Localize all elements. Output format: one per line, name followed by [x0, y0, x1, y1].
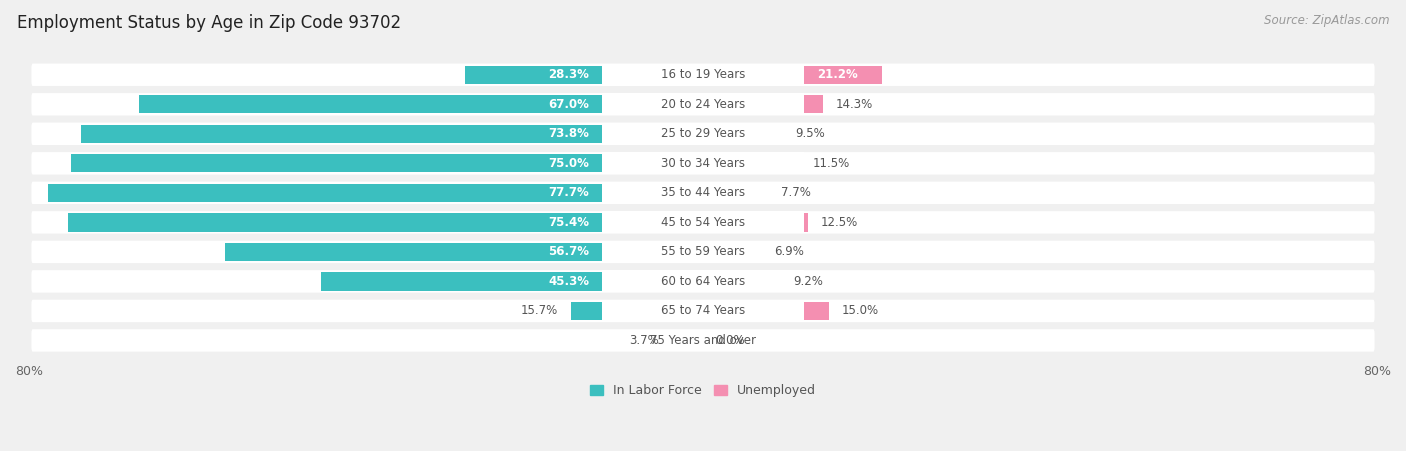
Text: 21.2%: 21.2%: [817, 68, 858, 81]
Bar: [72, 154, 703, 172]
Bar: [602, 212, 804, 233]
Bar: [602, 64, 804, 86]
Bar: [602, 182, 804, 204]
Text: 45 to 54 Years: 45 to 54 Years: [661, 216, 745, 229]
FancyBboxPatch shape: [31, 211, 1375, 234]
FancyBboxPatch shape: [31, 329, 1375, 352]
Bar: [602, 300, 804, 322]
Text: 56.7%: 56.7%: [548, 245, 589, 258]
Text: 45.3%: 45.3%: [548, 275, 589, 288]
Bar: [571, 302, 703, 320]
Legend: In Labor Force, Unemployed: In Labor Force, Unemployed: [585, 379, 821, 402]
Text: 28.3%: 28.3%: [548, 68, 589, 81]
FancyBboxPatch shape: [31, 300, 1375, 322]
Bar: [703, 302, 830, 320]
Text: 11.5%: 11.5%: [813, 157, 849, 170]
FancyBboxPatch shape: [31, 270, 1375, 293]
Bar: [703, 213, 808, 231]
Text: Employment Status by Age in Zip Code 93702: Employment Status by Age in Zip Code 937…: [17, 14, 401, 32]
Bar: [602, 271, 804, 292]
Bar: [602, 241, 804, 263]
FancyBboxPatch shape: [31, 182, 1375, 204]
Text: 73.8%: 73.8%: [548, 127, 589, 140]
Bar: [602, 330, 804, 351]
Bar: [703, 272, 780, 290]
Text: 67.0%: 67.0%: [548, 98, 589, 111]
Text: Source: ZipAtlas.com: Source: ZipAtlas.com: [1264, 14, 1389, 27]
Text: 16 to 19 Years: 16 to 19 Years: [661, 68, 745, 81]
Text: 15.0%: 15.0%: [842, 304, 879, 318]
Text: 12.5%: 12.5%: [821, 216, 858, 229]
FancyBboxPatch shape: [31, 64, 1375, 86]
Bar: [703, 66, 882, 84]
Bar: [703, 124, 783, 143]
FancyBboxPatch shape: [31, 241, 1375, 263]
Bar: [703, 154, 800, 172]
FancyBboxPatch shape: [31, 152, 1375, 175]
Text: 14.3%: 14.3%: [837, 98, 873, 111]
Text: 35 to 44 Years: 35 to 44 Years: [661, 186, 745, 199]
Bar: [703, 95, 824, 114]
Bar: [602, 123, 804, 145]
Text: 15.7%: 15.7%: [520, 304, 558, 318]
Text: 6.9%: 6.9%: [773, 245, 804, 258]
Text: 7.7%: 7.7%: [780, 186, 810, 199]
Bar: [672, 331, 703, 350]
Text: 20 to 24 Years: 20 to 24 Years: [661, 98, 745, 111]
Text: 55 to 59 Years: 55 to 59 Years: [661, 245, 745, 258]
Text: 75 Years and over: 75 Years and over: [650, 334, 756, 347]
Bar: [464, 66, 703, 84]
Text: 30 to 34 Years: 30 to 34 Years: [661, 157, 745, 170]
Text: 9.2%: 9.2%: [793, 275, 823, 288]
Bar: [602, 93, 804, 115]
Bar: [703, 243, 761, 261]
Bar: [322, 272, 703, 290]
Bar: [82, 124, 703, 143]
Text: 75.4%: 75.4%: [548, 216, 589, 229]
Text: 65 to 74 Years: 65 to 74 Years: [661, 304, 745, 318]
Text: 75.0%: 75.0%: [548, 157, 589, 170]
Text: 9.5%: 9.5%: [796, 127, 825, 140]
Bar: [602, 152, 804, 174]
Text: 60 to 64 Years: 60 to 64 Years: [661, 275, 745, 288]
Bar: [703, 184, 768, 202]
Text: 3.7%: 3.7%: [630, 334, 659, 347]
Text: 77.7%: 77.7%: [548, 186, 589, 199]
Text: 25 to 29 Years: 25 to 29 Years: [661, 127, 745, 140]
Bar: [139, 95, 703, 114]
FancyBboxPatch shape: [31, 93, 1375, 115]
Text: 0.0%: 0.0%: [716, 334, 745, 347]
Bar: [67, 213, 703, 231]
Bar: [48, 184, 703, 202]
FancyBboxPatch shape: [31, 123, 1375, 145]
Bar: [225, 243, 703, 261]
